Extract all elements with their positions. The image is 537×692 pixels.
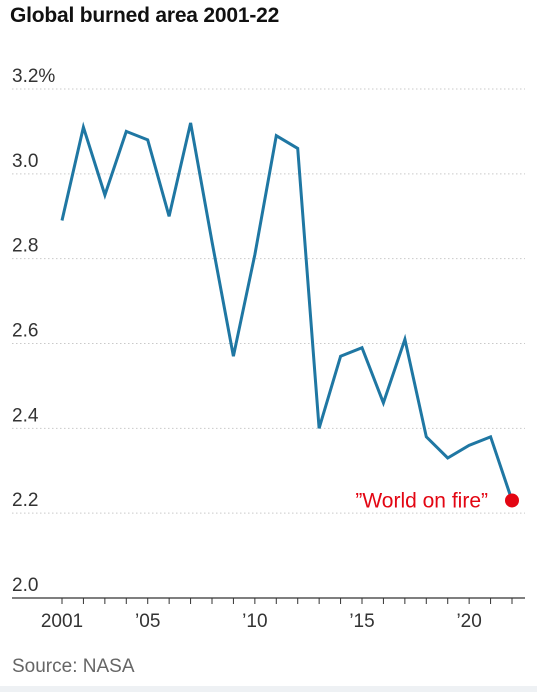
y-tick-label: 3.0 bbox=[12, 151, 38, 172]
highlight-point bbox=[505, 493, 519, 508]
annotation-label: ”World on fire” bbox=[355, 489, 488, 512]
y-tick-label: 3.2% bbox=[12, 66, 55, 87]
y-tick-label: 2.6 bbox=[12, 321, 38, 342]
chart-title: Global burned area 2001-22 bbox=[10, 4, 280, 27]
burned-area-line bbox=[60, 121, 514, 501]
source-note: Source: NASA bbox=[12, 656, 135, 677]
x-tick-label: ’05 bbox=[135, 611, 160, 632]
footer-bar bbox=[0, 686, 537, 692]
y-tick-label: 2.2 bbox=[12, 490, 38, 511]
x-tick-label: ’10 bbox=[242, 611, 267, 632]
x-tick-label: ’20 bbox=[456, 611, 481, 632]
x-tick-label: 2001 bbox=[41, 611, 83, 632]
y-tick-label: 2.8 bbox=[12, 236, 38, 257]
x-tick-label: ’15 bbox=[349, 611, 374, 632]
y-tick-label: 2.0 bbox=[12, 575, 38, 596]
y-tick-label: 2.4 bbox=[12, 405, 39, 426]
